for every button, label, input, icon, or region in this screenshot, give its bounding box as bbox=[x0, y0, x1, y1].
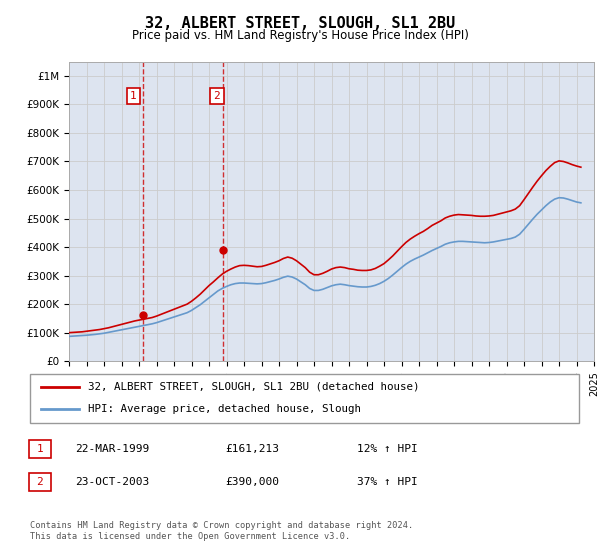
FancyBboxPatch shape bbox=[30, 374, 579, 423]
Text: 22-MAR-1999: 22-MAR-1999 bbox=[75, 444, 149, 454]
Text: £390,000: £390,000 bbox=[225, 477, 279, 487]
Text: 23-OCT-2003: 23-OCT-2003 bbox=[75, 477, 149, 487]
Text: 2: 2 bbox=[214, 91, 220, 101]
Text: Price paid vs. HM Land Registry's House Price Index (HPI): Price paid vs. HM Land Registry's House … bbox=[131, 29, 469, 42]
Text: Contains HM Land Registry data © Crown copyright and database right 2024.
This d: Contains HM Land Registry data © Crown c… bbox=[30, 521, 413, 540]
Text: 1: 1 bbox=[37, 444, 43, 454]
Text: HPI: Average price, detached house, Slough: HPI: Average price, detached house, Slou… bbox=[88, 404, 361, 414]
Text: 32, ALBERT STREET, SLOUGH, SL1 2BU (detached house): 32, ALBERT STREET, SLOUGH, SL1 2BU (deta… bbox=[88, 382, 419, 392]
Text: 32, ALBERT STREET, SLOUGH, SL1 2BU: 32, ALBERT STREET, SLOUGH, SL1 2BU bbox=[145, 16, 455, 31]
Text: 12% ↑ HPI: 12% ↑ HPI bbox=[357, 444, 418, 454]
Text: 37% ↑ HPI: 37% ↑ HPI bbox=[357, 477, 418, 487]
Text: £161,213: £161,213 bbox=[225, 444, 279, 454]
Text: 1: 1 bbox=[130, 91, 137, 101]
Text: 2: 2 bbox=[37, 477, 43, 487]
